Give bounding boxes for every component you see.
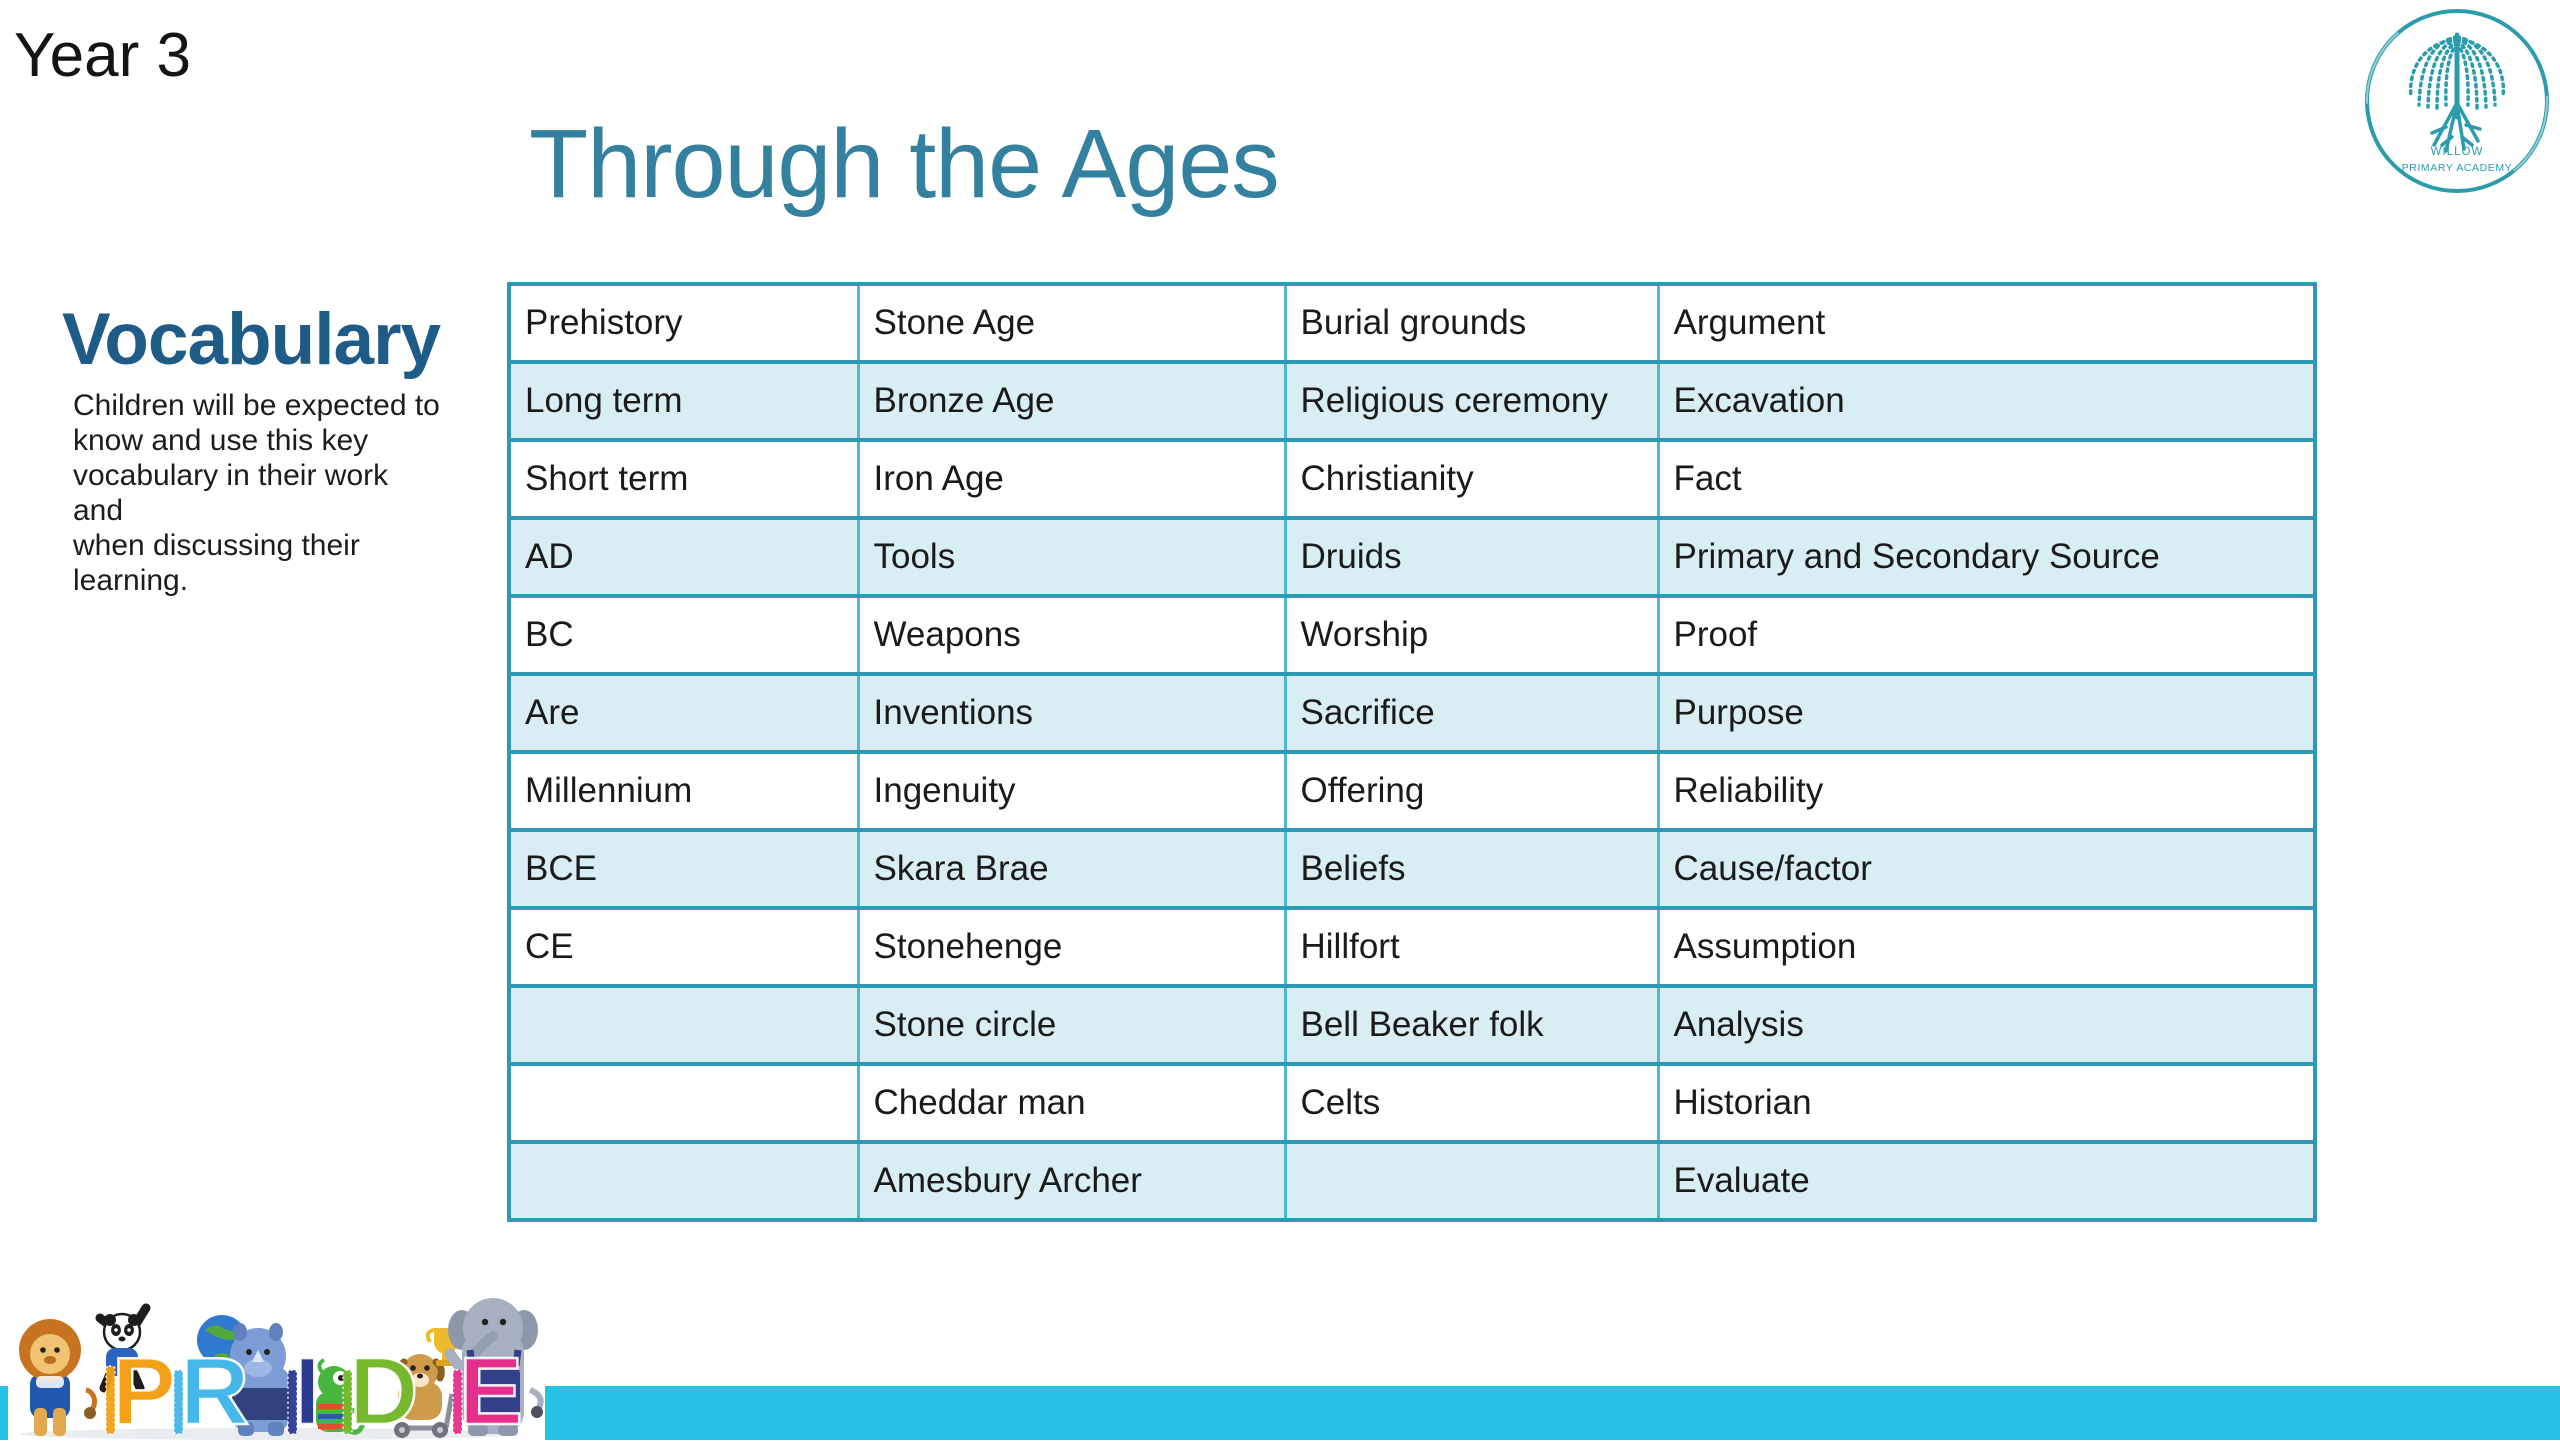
table-cell: Druids <box>1283 516 1660 598</box>
vocabulary-description: Children will be expected to know and us… <box>73 389 440 597</box>
table-cell: Offering <box>1283 750 1660 832</box>
table-cell <box>1283 1140 1660 1222</box>
pride-letter-P: P <box>111 1338 178 1445</box>
year-label: Year 3 <box>14 21 191 90</box>
table-cell: CE <box>507 906 860 988</box>
table-cell: Historian <box>1656 1062 2317 1144</box>
table-row: BC Weapons Worship Proof <box>507 594 2317 676</box>
table-row: CE Stonehenge Hillfort Assumption <box>507 906 2317 988</box>
table-cell: Ingenuity <box>856 750 1287 832</box>
table-cell: BCE <box>507 828 860 910</box>
table-cell: Millennium <box>507 750 860 832</box>
table-cell <box>507 1062 860 1144</box>
table-row: Long term Bronze Age Religious ceremony Exc… <box>507 360 2317 442</box>
table-cell: Long term <box>507 360 860 442</box>
table-cell: Purpose <box>1656 672 2317 754</box>
table-cell: Skara Brae <box>856 828 1287 910</box>
table-cell: Primary and Secondary Source <box>1656 516 2317 598</box>
table-cell: Are <box>507 672 860 754</box>
table-cell: Stone circle <box>856 984 1287 1066</box>
table-cell: Weapons <box>856 594 1287 676</box>
table-cell: Amesbury Archer <box>856 1140 1287 1222</box>
table-cell: Evaluate <box>1656 1140 2317 1222</box>
table-row: Amesbury Archer Evaluate <box>507 1140 2317 1222</box>
table-cell: Bronze Age <box>856 360 1287 442</box>
table-cell: Hillfort <box>1283 906 1660 988</box>
pride-letter-E: E <box>458 1338 525 1445</box>
table-row: Are Inventions Sacrifice Purpose <box>507 672 2317 754</box>
table-cell: Celts <box>1283 1062 1660 1144</box>
table-cell: Christianity <box>1283 438 1660 520</box>
table-cell: Inventions <box>856 672 1287 754</box>
dog-mascot <box>394 1354 455 1438</box>
table-cell: Cheddar man <box>856 1062 1287 1144</box>
table-row: AD Tools Druids Primary and Secondary Sourc… <box>507 516 2317 598</box>
vocabulary-table-body: Prehistory Stone Age Burial grounds Argumen… <box>507 282 2317 1222</box>
table-cell: Cause/factor <box>1656 828 2317 910</box>
lion-mascot <box>19 1319 97 1436</box>
table-cell: Reliability <box>1656 750 2317 832</box>
table-row: Cheddar man Celts Historian <box>507 1062 2317 1144</box>
elephant-mascot <box>444 1298 544 1436</box>
table-cell: AD <box>507 516 860 598</box>
table-cell: BC <box>507 594 860 676</box>
logo-name-line1: WILLOW <box>2431 146 2484 158</box>
table-cell <box>507 984 860 1066</box>
table-row: BCE Skara Brae Beliefs Cause/factor <box>507 828 2317 910</box>
table-cell: Iron Age <box>856 438 1287 520</box>
pride-letter-I: I <box>293 1338 322 1445</box>
table-row: Short term Iron Age Christianity Fact <box>507 438 2317 520</box>
table-cell: Proof <box>1656 594 2317 676</box>
rhino-mascot <box>230 1323 290 1436</box>
school-logo: WILLOW PRIMARY ACADEMY <box>2365 9 2549 193</box>
table-cell: Short term <box>507 438 860 520</box>
table-cell: Prehistory <box>507 282 860 364</box>
table-cell: Sacrifice <box>1283 672 1660 754</box>
pride-letter-R: R <box>179 1338 251 1445</box>
table-cell: Argument <box>1656 282 2317 364</box>
table-row: Prehistory Stone Age Burial grounds Argumen… <box>507 282 2317 364</box>
panda-mascot <box>95 1303 151 1393</box>
page-title: Through the Ages <box>529 109 1280 218</box>
table-row: Stone circle Bell Beaker folk Analysis <box>507 984 2317 1066</box>
table-cell: Worship <box>1283 594 1660 676</box>
pride-mascots <box>8 1298 545 1440</box>
willow-tree-icon <box>2408 32 2506 153</box>
table-cell: Tools <box>856 516 1287 598</box>
table-cell: Fact <box>1656 438 2317 520</box>
table-cell: Bell Beaker folk <box>1283 984 1660 1066</box>
letter-ribbons <box>105 1365 463 1435</box>
pride-letter-D: D <box>348 1338 420 1445</box>
table-cell: Stonehenge <box>856 906 1287 988</box>
table-cell: Beliefs <box>1283 828 1660 910</box>
vocabulary-table: Prehistory Stone Age Burial grounds Argumen… <box>507 282 2317 1222</box>
table-cell: Burial grounds <box>1283 282 1660 364</box>
table-cell: Excavation <box>1656 360 2317 442</box>
logo-name-line2: PRIMARY ACADEMY <box>2402 162 2513 174</box>
table-row: Millennium Ingenuity Offering Reliability <box>507 750 2317 832</box>
table-cell: Assumption <box>1656 906 2317 988</box>
table-cell: Religious ceremony <box>1283 360 1660 442</box>
vocabulary-heading: Vocabulary <box>62 299 441 380</box>
table-cell: Stone Age <box>856 282 1287 364</box>
table-cell <box>507 1140 860 1222</box>
table-cell: Analysis <box>1656 984 2317 1066</box>
